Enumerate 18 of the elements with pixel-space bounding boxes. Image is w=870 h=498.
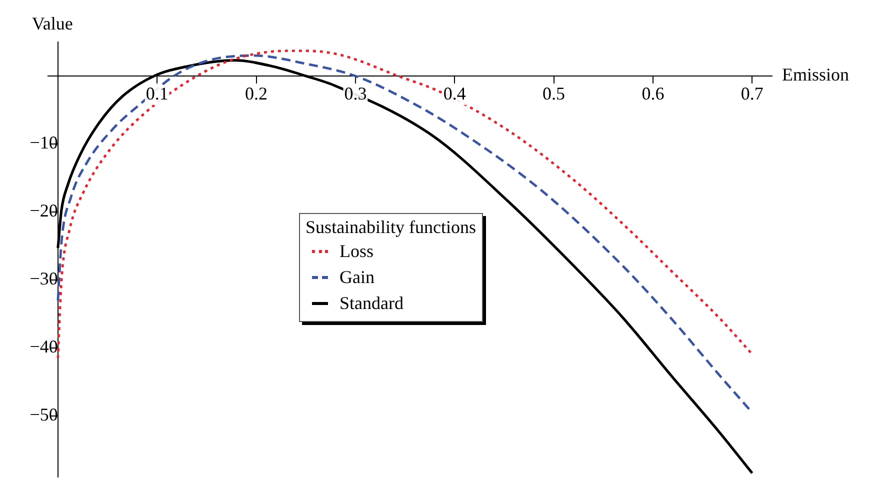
y-tick-label: −40: [30, 336, 58, 357]
x-tick-label: 0.7: [740, 84, 764, 104]
legend-label: Standard: [340, 292, 404, 314]
x-tick-label: 0.2: [245, 84, 268, 104]
x-axis-title: Emission: [782, 64, 850, 85]
y-tick-label: −30: [30, 268, 58, 289]
legend-title: Sustainability functions: [306, 217, 476, 238]
x-tick-label: 0.1: [146, 84, 168, 104]
y-tick-label: −10: [30, 132, 58, 153]
legend-label: Gain: [340, 266, 375, 288]
y-tick-label: −20: [30, 200, 58, 221]
y-tick-label: −50: [30, 404, 58, 425]
x-tick-label: 0.4: [443, 84, 466, 104]
x-tick-label: 0.3: [344, 84, 367, 104]
legend-label: Loss: [340, 240, 374, 262]
y-axis-title: Value: [32, 14, 73, 34]
x-tick-label: 0.5: [542, 84, 566, 104]
x-tick-label: 0.6: [642, 84, 664, 104]
